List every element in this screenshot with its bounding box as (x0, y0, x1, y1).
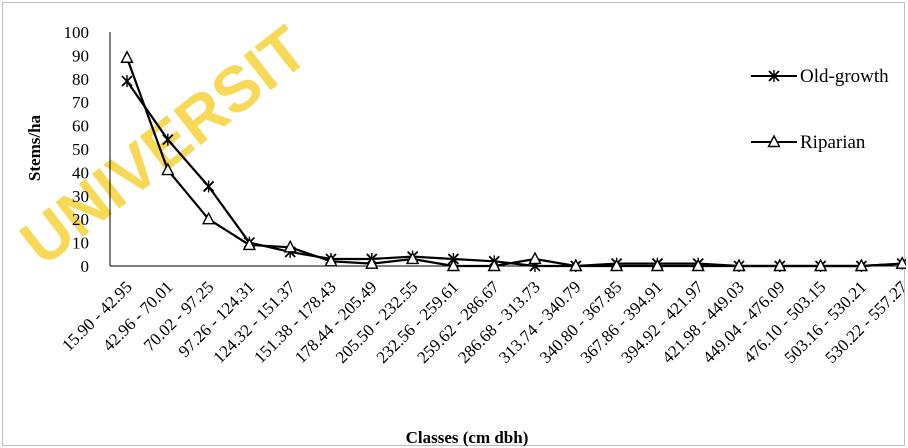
y-tick-label: 30 (72, 187, 89, 206)
y-tick-label: 20 (72, 210, 89, 229)
point-marker-triangle (365, 256, 379, 269)
series-riparian (120, 50, 906, 272)
series-line (125, 57, 903, 268)
point-marker-triangle (767, 134, 781, 148)
point-marker-triangle (813, 258, 828, 272)
point-marker-triangle (773, 258, 787, 272)
point-marker-triangle (528, 251, 542, 265)
y-tick-label: 10 (72, 234, 89, 253)
y-tick-label: 0 (81, 257, 90, 276)
point-marker-star (121, 75, 133, 88)
point-marker-triangle (283, 239, 297, 253)
point-marker-triangle (161, 162, 175, 176)
point-marker-triangle (569, 258, 583, 272)
point-marker-triangle (691, 258, 705, 272)
y-tick-label: 70 (72, 93, 89, 112)
y-axis-title: Stems/ha (25, 114, 44, 181)
point-marker-triangle (120, 50, 134, 63)
y-tick-label: 50 (72, 140, 89, 159)
stems-line-chart: UNIVERSIT 0 10 20 30 40 50 60 70 80 90 100 15.90 -… (7, 12, 906, 447)
point-marker-triangle (405, 251, 420, 265)
point-marker-triangle (732, 258, 746, 272)
point-marker-triangle (201, 211, 216, 225)
y-tick-label: 80 (72, 70, 89, 89)
watermark-text: UNIVERSIT (7, 12, 320, 279)
point-marker-triangle (324, 253, 338, 267)
point-marker-triangle (650, 258, 665, 272)
point-marker-star (768, 70, 780, 82)
series-group (120, 50, 906, 272)
point-marker-star (202, 180, 215, 193)
y-tick-label: 90 (72, 46, 89, 65)
x-axis-title: Classes (cm dbh) (406, 428, 529, 447)
y-tick-label: 100 (64, 23, 90, 42)
point-marker-triangle (446, 258, 461, 272)
legend-item: Old-growth (751, 66, 889, 87)
legend-label: Old-growth (800, 66, 889, 87)
y-tick-label: 40 (72, 163, 89, 182)
y-tick-labels: 0 10 20 30 40 50 60 70 80 90 100 (64, 23, 90, 276)
point-marker-triangle (242, 237, 257, 251)
legend-item: Riparian (751, 132, 866, 153)
point-marker-triangle (895, 256, 906, 269)
y-tick-label: 60 (72, 117, 89, 136)
legend-label: Riparian (800, 132, 866, 153)
point-marker-triangle (609, 258, 624, 272)
point-marker-star (162, 133, 174, 146)
point-marker-triangle (487, 258, 501, 272)
legend: Old-growth Riparian (751, 66, 889, 153)
point-marker-triangle (854, 258, 869, 272)
